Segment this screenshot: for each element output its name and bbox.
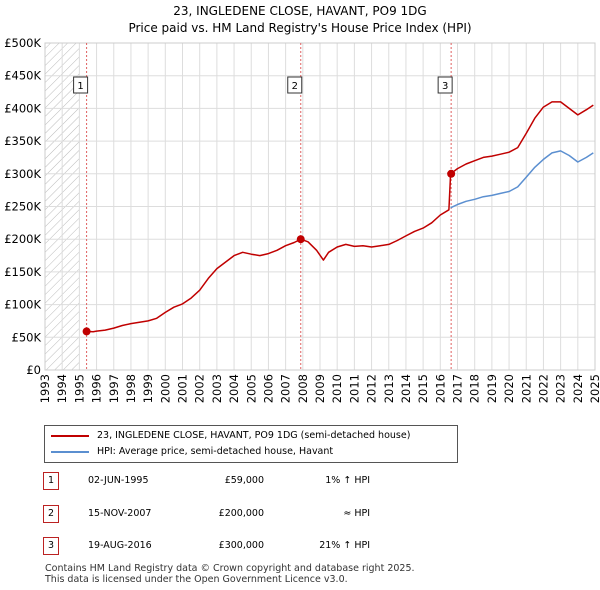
chart-subtitle: Price paid vs. HM Land Registry's House …	[128, 21, 471, 35]
chart-title: 23, INGLEDENE CLOSE, HAVANT, PO9 1DG	[173, 4, 426, 18]
x-tick-label: 2002	[193, 374, 207, 403]
x-tick-label: 2017	[451, 374, 465, 403]
y-tick-label: £400K	[4, 101, 41, 115]
sale-hpi-comparison: 1% ↑ HPI	[325, 475, 370, 486]
sale-point	[296, 235, 305, 244]
x-tick-label: 2007	[279, 374, 293, 403]
x-tick-label: 2021	[519, 374, 533, 403]
x-tick-label: 2011	[347, 374, 361, 403]
legend-swatch-hpi	[51, 450, 89, 453]
x-tick-label: 2003	[210, 374, 224, 403]
x-tick-label: 2022	[536, 374, 550, 403]
footer-attribution: Contains HM Land Registry data © Crown c…	[45, 563, 415, 585]
y-tick-label: £200K	[4, 232, 41, 246]
x-tick-label: 2000	[158, 374, 172, 403]
footer-line-1: Contains HM Land Registry data © Crown c…	[45, 563, 415, 574]
y-tick-label: £250K	[4, 200, 41, 214]
legend-label-property: 23, INGLEDENE CLOSE, HAVANT, PO9 1DG (se…	[97, 430, 411, 441]
x-tick-label: 2025	[588, 374, 600, 403]
sale-point	[447, 169, 456, 178]
plot-border	[44, 42, 596, 371]
sale-marker-badge	[287, 76, 303, 94]
legend-item-hpi: HPI: Average price, semi-detached house,…	[51, 444, 333, 460]
legend-label-hpi: HPI: Average price, semi-detached house,…	[97, 446, 334, 457]
x-tick-label: 1997	[107, 374, 121, 403]
plot-area: £0 £50K £100K £150K £200K £250K £300K £350K £400…	[4, 36, 600, 403]
y-tick-label: £150K	[4, 265, 41, 279]
sale-marker-label: 1	[77, 81, 83, 92]
sale-point	[82, 327, 91, 336]
y-tick-label: £500K	[4, 36, 41, 50]
sale-price: £59,000	[224, 475, 264, 486]
y-tick-label: £350K	[4, 134, 41, 148]
y-tick-label: £100K	[4, 298, 41, 312]
sale-row: 1 02-JUN-1995 £59,000 1% ↑ HPI	[0, 472, 600, 492]
sale-marker-label: 3	[442, 81, 448, 92]
x-tick-label: 2010	[330, 374, 344, 403]
sale-number-badge: 1	[43, 472, 59, 490]
legend-swatch-property	[51, 434, 89, 437]
legend-item-property: 23, INGLEDENE CLOSE, HAVANT, PO9 1DG (se…	[51, 428, 410, 444]
sale-number-badge: 2	[43, 505, 59, 523]
x-tick-label: 2001	[176, 374, 190, 403]
sale-price: £200,000	[218, 508, 264, 519]
y-tick-label: £50K	[12, 330, 42, 344]
sale-number-badge: 3	[43, 537, 59, 555]
legend: 23, INGLEDENE CLOSE, HAVANT, PO9 1DG (se…	[44, 425, 458, 463]
x-tick-label: 2008	[296, 374, 310, 403]
sale-row: 3 19-AUG-2016 £300,000 21% ↑ HPI	[0, 537, 600, 557]
x-tick-label: 1999	[141, 374, 155, 403]
x-tick-label: 2006	[261, 374, 275, 403]
x-tick-label: 2004	[227, 374, 241, 403]
sale-marker-badge	[73, 76, 89, 94]
x-tick-label: 2016	[433, 374, 447, 403]
x-tick-label: 2005	[244, 374, 258, 403]
footer-line-2: This data is licensed under the Open Gov…	[45, 574, 348, 585]
sale-date: 15-NOV-2007	[88, 508, 152, 519]
x-tick-label: 2012	[365, 374, 379, 403]
x-tick-label: 2018	[468, 374, 482, 403]
x-tick-label: 1993	[38, 374, 52, 403]
price-chart: 23, INGLEDENE CLOSE, HAVANT, PO9 1DG Pri…	[4, 4, 600, 403]
sale-date: 19-AUG-2016	[88, 540, 152, 551]
x-tick-label: 1995	[72, 374, 86, 403]
x-tick-label: 2009	[313, 374, 327, 403]
x-tick-label: 2023	[554, 374, 568, 403]
y-tick-label: £0	[26, 363, 41, 377]
sale-price: £300,000	[218, 540, 264, 551]
sale-date: 02-JUN-1995	[88, 475, 149, 486]
x-tick-label: 2015	[416, 374, 430, 403]
y-tick-label: £300K	[4, 167, 41, 181]
y-tick-label: £450K	[4, 69, 41, 83]
x-tick-label: 2020	[502, 374, 516, 403]
sale-hpi-comparison: 21% ↑ HPI	[319, 540, 370, 551]
x-tick-label: 1996	[90, 374, 104, 403]
x-tick-label: 1994	[55, 374, 69, 403]
sale-marker-badge	[437, 76, 453, 94]
hpi-series-line	[450, 150, 594, 209]
x-tick-label: 2024	[571, 374, 585, 403]
sale-row: 2 15-NOV-2007 £200,000 ≈ HPI	[0, 505, 600, 525]
sale-marker-label: 2	[292, 81, 298, 92]
sale-hpi-comparison: ≈ HPI	[343, 508, 370, 519]
x-tick-label: 2014	[399, 374, 413, 403]
price-paid-series-line	[86, 101, 594, 333]
x-tick-label: 2013	[382, 374, 396, 403]
x-tick-label: 2019	[485, 374, 499, 403]
x-tick-label: 1998	[124, 374, 138, 403]
